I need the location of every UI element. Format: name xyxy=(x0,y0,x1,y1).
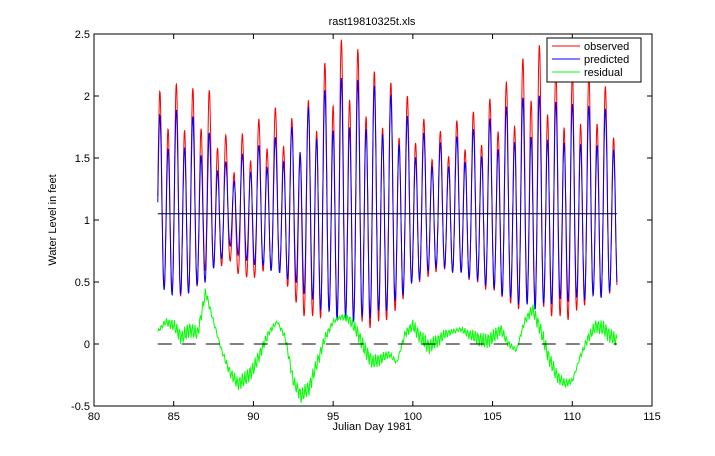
ticks: 80 85 90 95 100 105 110 115 -0.5 0 0.5 1 1.5 2 2.5 xyxy=(71,29,661,423)
y-tick-label: 1.5 xyxy=(75,153,90,165)
x-tick-label: 110 xyxy=(564,411,582,423)
legend-label-observed: observed xyxy=(584,41,629,53)
x-tick-label: 90 xyxy=(247,411,259,423)
plot-lines xyxy=(157,39,618,403)
y-tick-label: -0.5 xyxy=(71,401,90,413)
legend: observed predicted residual xyxy=(546,37,642,83)
x-tick-label: 100 xyxy=(404,411,422,423)
legend-box xyxy=(546,37,642,83)
x-tick-label: 115 xyxy=(643,411,661,423)
y-tick-label: 0 xyxy=(84,339,90,351)
x-tick-label: 95 xyxy=(327,411,339,423)
x-axis-label: Julian Day 1981 xyxy=(333,421,412,433)
chart-title: rast19810325t.xls xyxy=(329,16,416,28)
x-tick-label: 105 xyxy=(483,411,501,423)
x-tick-label: 85 xyxy=(168,411,180,423)
y-tick-label: 0.5 xyxy=(75,277,90,289)
y-axis-label: Water Level in feet xyxy=(47,174,59,265)
series-residual xyxy=(157,288,618,403)
legend-label-predicted: predicted xyxy=(584,54,629,66)
legend-label-residual: residual xyxy=(584,67,623,79)
y-tick-label: 2.5 xyxy=(75,29,90,41)
series-predicted xyxy=(157,77,618,322)
y-tick-label: 1 xyxy=(84,215,90,227)
x-tick-label: 80 xyxy=(88,411,100,423)
y-tick-label: 2 xyxy=(84,91,90,103)
